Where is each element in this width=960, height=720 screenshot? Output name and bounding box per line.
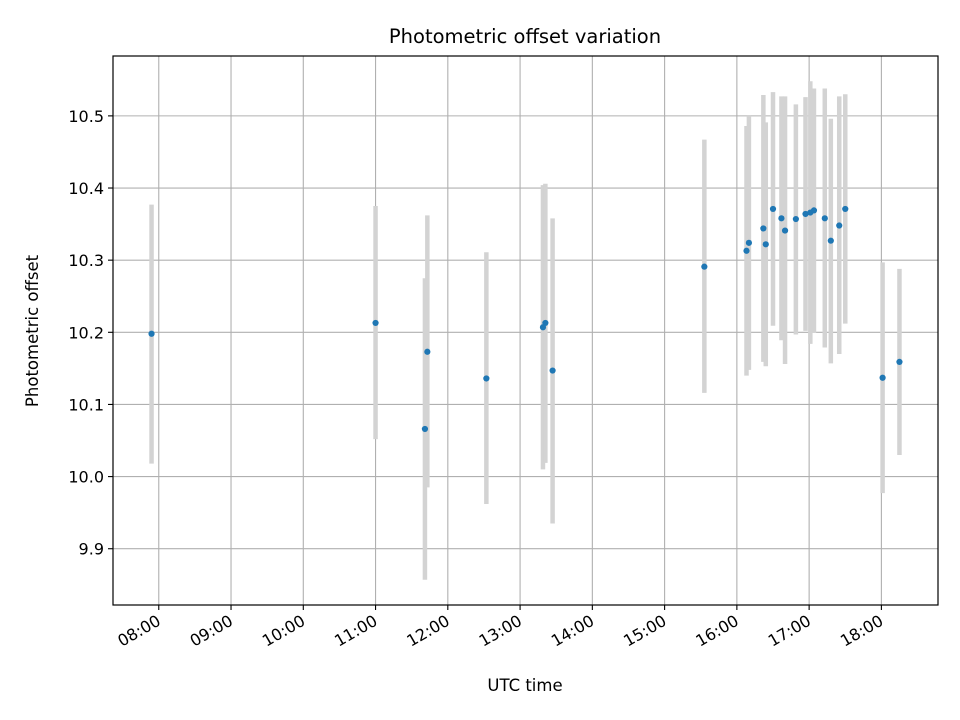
y-tick-label: 10.0 — [68, 468, 104, 487]
data-point — [760, 225, 767, 232]
data-point — [781, 227, 789, 234]
data-point — [879, 374, 886, 381]
data-point — [372, 319, 379, 327]
plot-area — [113, 56, 938, 605]
plot-frame — [112, 55, 939, 606]
data-point — [810, 207, 818, 214]
y-tick-label: 9.9 — [79, 540, 104, 559]
data-point — [827, 237, 834, 244]
data-point — [483, 375, 490, 382]
data-point — [421, 425, 429, 433]
y-axis-ticks: 9.9 10.0 10.1 10.2 10.3 10.4 10.5 — [68, 107, 113, 559]
data-point — [769, 205, 777, 213]
data-point — [424, 348, 431, 355]
data-point — [802, 210, 809, 218]
data-point — [549, 367, 556, 374]
data-point — [842, 205, 849, 213]
grid — [113, 56, 938, 605]
y-tick-label: 10.2 — [68, 323, 104, 342]
y-axis-title: Photometric offset — [23, 254, 42, 407]
x-axis-title: UTC time — [487, 676, 562, 695]
y-tick-label: 10.1 — [68, 395, 104, 414]
y-tick-label: 10.3 — [68, 251, 104, 270]
data-point — [821, 215, 828, 222]
data-point — [743, 247, 750, 254]
data-point — [778, 215, 785, 222]
data-point — [745, 239, 753, 246]
data-point — [836, 222, 843, 229]
data-point — [792, 215, 799, 223]
data-points — [148, 205, 903, 433]
data-point — [542, 319, 549, 327]
data-point — [762, 241, 769, 248]
y-tick-label: 10.5 — [68, 107, 104, 126]
chart-title: Photometric offset variation — [389, 25, 661, 48]
data-point — [701, 263, 708, 270]
data-point — [148, 330, 155, 337]
y-tick-label: 10.4 — [68, 179, 104, 198]
data-point — [896, 358, 903, 365]
